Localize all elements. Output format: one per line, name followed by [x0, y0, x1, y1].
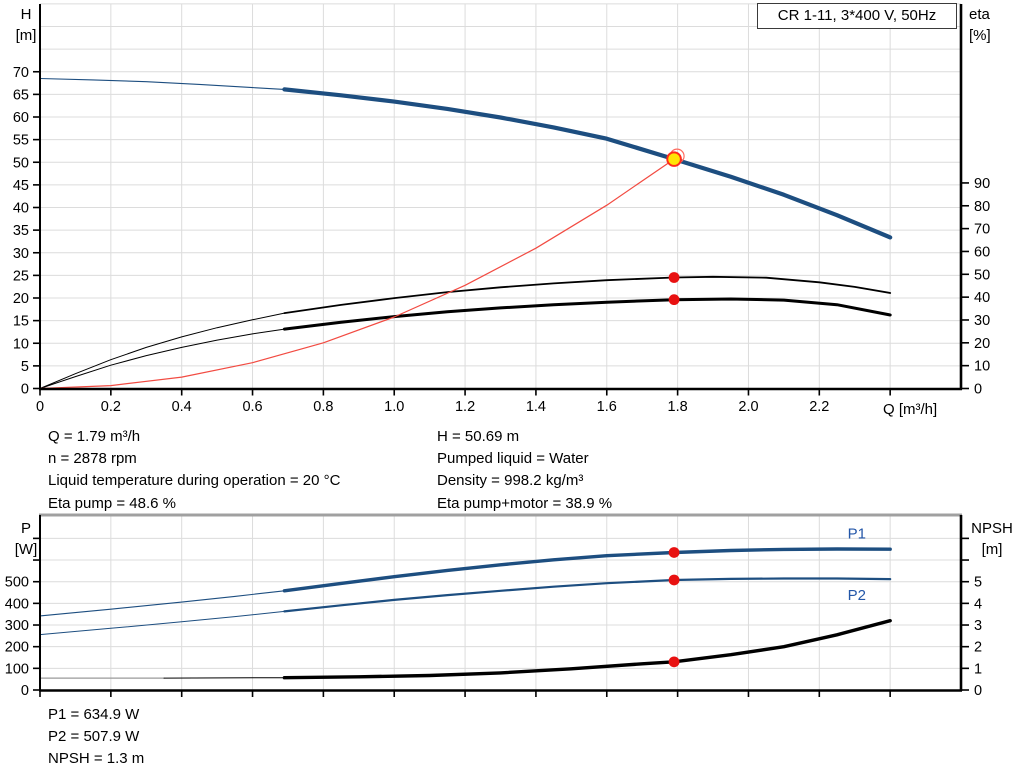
tick-label: 25	[13, 268, 29, 284]
operating-point-dot	[668, 294, 680, 306]
tick-label: 0	[21, 683, 29, 699]
tick-label: 3	[974, 618, 982, 634]
tick-label: 30	[13, 246, 29, 262]
q-axis-label: Q [m³/h]	[883, 401, 938, 418]
eta-axis-label: eta [%]	[969, 6, 991, 44]
info-n: n = 2878 rpm	[48, 450, 137, 468]
info-npsh: NPSH = 1.3 m	[48, 750, 145, 768]
info-p2: P2 = 507.9 W	[48, 728, 140, 746]
tick-label: 15	[13, 314, 29, 330]
tick-label: 2.2	[809, 399, 829, 415]
tick-label: 30	[974, 313, 990, 329]
tick-label: 1	[974, 661, 982, 677]
operating-point-dot	[668, 272, 680, 283]
tick-label: 2.0	[738, 399, 758, 415]
duty-point-marker	[666, 151, 682, 167]
info-h: H = 50.69 m	[437, 428, 520, 445]
tick-label: 20	[974, 336, 990, 352]
operating-point-dot	[668, 574, 680, 586]
info-eta-pump-motor: Eta pump+motor = 38.9 %	[437, 494, 613, 512]
series-label-p1: P1	[848, 525, 866, 542]
tick-label: 0.8	[313, 399, 333, 415]
tick-label: 0	[36, 399, 44, 415]
tick-label: 50	[974, 267, 990, 283]
npsh-axis-label: NPSH [m]	[971, 520, 1013, 558]
h-axis-label: H [m]	[15, 6, 37, 44]
info-liquid-temp: Liquid temperature during operation = 20…	[48, 472, 341, 490]
tick-label: 40	[13, 201, 29, 217]
tick-label: 40	[974, 290, 990, 306]
tick-label: 55	[13, 133, 29, 149]
tick-label: 60	[13, 110, 29, 126]
tick-label: 80	[974, 199, 990, 215]
tick-label: 10	[13, 336, 29, 352]
info-block-bottom: P1 = 634.9 W P2 = 507.9 W NPSH = 1.3 m	[48, 704, 144, 771]
info-pumped-liquid: Pumped liquid = Water	[437, 450, 589, 468]
tick-label: 400	[5, 596, 29, 612]
series-label-p2: P2	[848, 587, 866, 604]
info-density: Density = 998.2 kg/m³	[437, 472, 584, 490]
p-axis-label: P [W]	[14, 520, 38, 558]
tick-label: 0.6	[242, 399, 262, 415]
tick-label: 10	[974, 359, 990, 375]
tick-label: 50	[13, 155, 29, 171]
operating-point-dot	[668, 656, 680, 668]
tick-label: 5	[21, 359, 29, 375]
info-q: Q = 1.79 m³/h	[48, 428, 141, 445]
tick-label: 0	[974, 683, 982, 699]
tick-label: 4	[974, 596, 982, 612]
tick-label: 20	[13, 291, 29, 307]
tick-label: 100	[5, 661, 29, 677]
tick-label: 0.4	[172, 399, 192, 415]
tick-label: 70	[974, 222, 990, 238]
tick-label: 500	[5, 575, 29, 591]
tick-label: 1.2	[455, 399, 475, 415]
tick-label: 0	[974, 382, 982, 398]
tick-label: 1.8	[668, 399, 688, 415]
tick-label: 60	[974, 244, 990, 260]
tick-label: 5	[974, 575, 982, 591]
tick-label: 90	[974, 176, 990, 192]
info-block-right: H = 50.69 m Pumped liquid = Water Densit…	[437, 426, 612, 515]
tick-label: 1.4	[526, 399, 546, 415]
tick-label: 70	[13, 65, 29, 81]
tick-label: 35	[13, 223, 29, 239]
tick-label: 0	[21, 382, 29, 398]
info-eta-pump: Eta pump = 48.6 %	[48, 494, 176, 512]
pump-title-text: CR 1-11, 3*400 V, 50Hz	[777, 7, 937, 24]
tick-label: 1.0	[384, 399, 404, 415]
pump-title-box: CR 1-11, 3*400 V, 50Hz	[757, 3, 957, 29]
tick-label: 1.6	[597, 399, 617, 415]
tick-label: 300	[5, 618, 29, 634]
operating-point-dot	[668, 547, 680, 558]
info-block-left: Q = 1.79 m³/h n = 2878 rpm Liquid temper…	[48, 426, 340, 515]
info-p1: P1 = 634.9 W	[48, 706, 140, 723]
tick-label: 45	[13, 178, 29, 194]
tick-label: 0.2	[101, 399, 121, 415]
tick-label: 65	[13, 87, 29, 103]
tick-label: 2	[974, 640, 982, 656]
tick-label: 200	[5, 640, 29, 656]
